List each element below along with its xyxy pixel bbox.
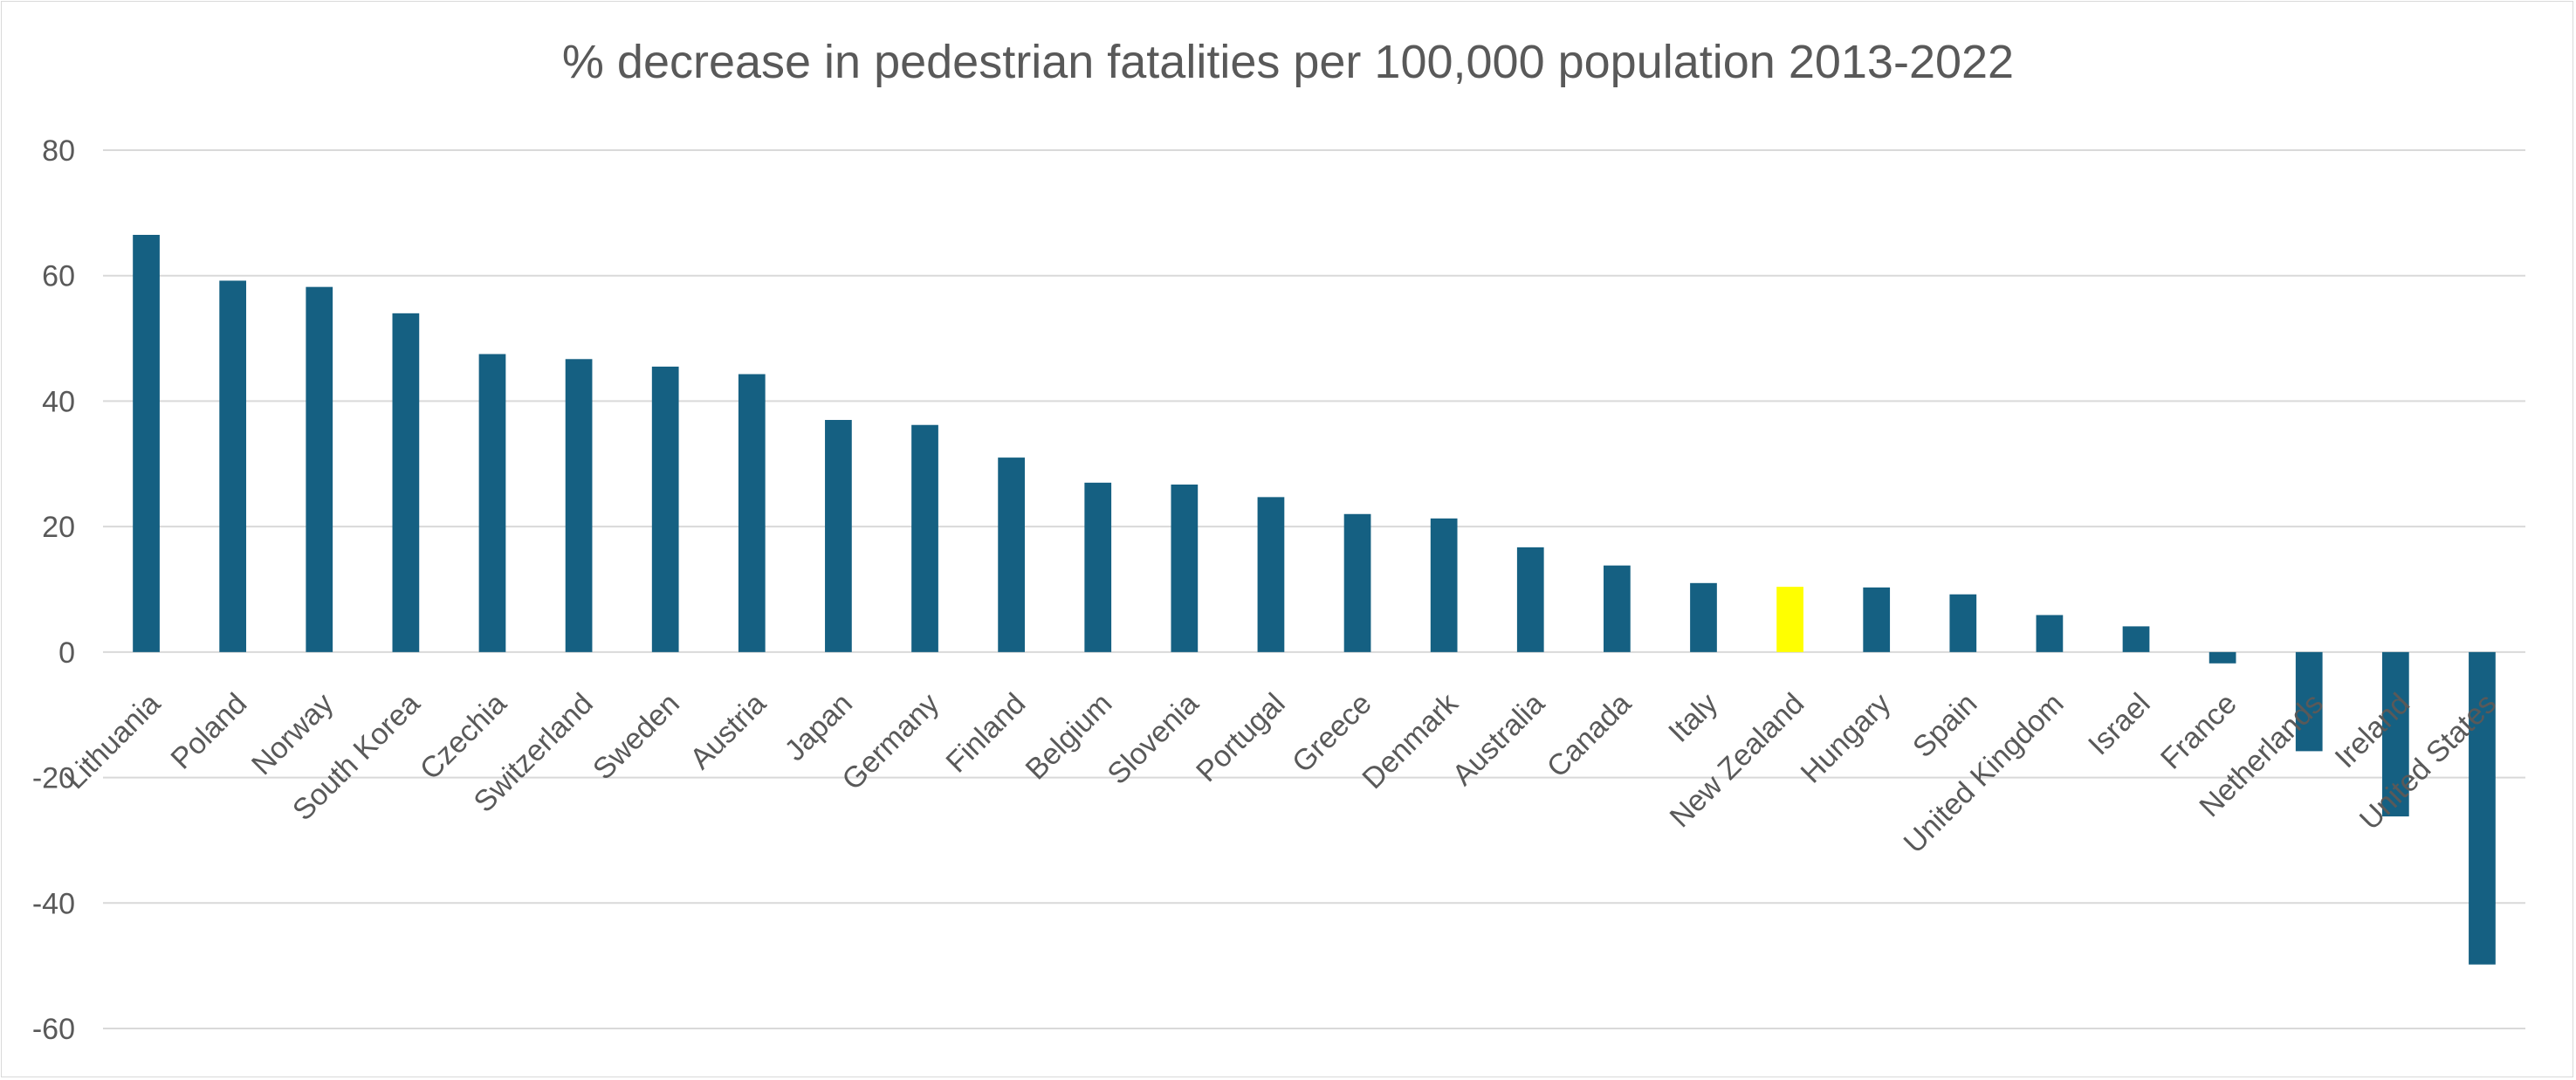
x-tick-label: Poland bbox=[165, 687, 254, 776]
bar bbox=[478, 354, 506, 652]
bar bbox=[738, 374, 766, 652]
bar bbox=[1430, 518, 1458, 652]
bar bbox=[2295, 651, 2323, 752]
bar bbox=[998, 457, 1025, 652]
bar bbox=[2208, 651, 2236, 664]
bar bbox=[1949, 594, 1977, 652]
gridlines bbox=[103, 149, 2525, 1029]
x-tick-label: Slovenia bbox=[1101, 687, 1205, 791]
bar bbox=[825, 419, 852, 652]
x-tick-label: Japan bbox=[779, 687, 859, 767]
x-tick-label: Lithuania bbox=[58, 687, 168, 796]
bar bbox=[133, 235, 160, 652]
x-tick-label: Israel bbox=[2082, 687, 2157, 762]
x-tick-label: Belgium bbox=[1020, 687, 1119, 787]
bar bbox=[1690, 582, 1717, 652]
x-tick-label: United Kingdom bbox=[1898, 687, 2071, 860]
y-tick-label: -20 bbox=[32, 762, 75, 795]
bar bbox=[2469, 651, 2496, 965]
x-tick-label: Portugal bbox=[1190, 687, 1291, 788]
bars bbox=[133, 235, 2496, 965]
bar bbox=[1516, 547, 1544, 652]
bar bbox=[1343, 513, 1371, 652]
bar bbox=[1171, 484, 1199, 652]
x-tick-label: Austria bbox=[683, 687, 773, 776]
bar bbox=[1084, 482, 1112, 652]
x-tick-label: Spain bbox=[1906, 687, 1983, 764]
x-tick-label: Australia bbox=[1446, 687, 1551, 792]
y-tick-label: 80 bbox=[42, 134, 75, 168]
bar bbox=[306, 286, 333, 652]
y-tick-label: -60 bbox=[32, 1013, 75, 1046]
x-tick-label: Canada bbox=[1541, 687, 1638, 784]
y-tick-label: 40 bbox=[42, 385, 75, 418]
x-tick-label: Hungary bbox=[1795, 687, 1898, 790]
x-tick-label: Denmark bbox=[1356, 686, 1465, 795]
bar bbox=[911, 424, 938, 652]
x-tick-label: Italy bbox=[1662, 687, 1724, 749]
y-tick-label: 20 bbox=[42, 511, 75, 544]
bar bbox=[651, 366, 679, 652]
x-tick-label: Sweden bbox=[587, 687, 686, 787]
x-tick-label: Finland bbox=[940, 687, 1033, 780]
bar bbox=[1604, 565, 1631, 652]
chart-title: % decrease in pedestrian fatalities per … bbox=[561, 36, 2015, 88]
bar bbox=[392, 313, 420, 652]
bar bbox=[2036, 615, 2064, 652]
bar bbox=[565, 359, 593, 652]
bar bbox=[1776, 587, 1803, 652]
bar bbox=[1257, 497, 1285, 652]
y-tick-label: -40 bbox=[32, 887, 75, 920]
bar bbox=[2381, 651, 2409, 817]
bar bbox=[2122, 626, 2150, 652]
y-tick-label: 0 bbox=[58, 636, 75, 670]
y-axis: 80 60 40 20 0 -20 -40 -60 bbox=[32, 134, 75, 1046]
y-tick-label: 60 bbox=[42, 260, 75, 293]
bar bbox=[1863, 587, 1891, 652]
bar bbox=[219, 280, 247, 652]
x-tick-label: Germany bbox=[835, 687, 945, 797]
